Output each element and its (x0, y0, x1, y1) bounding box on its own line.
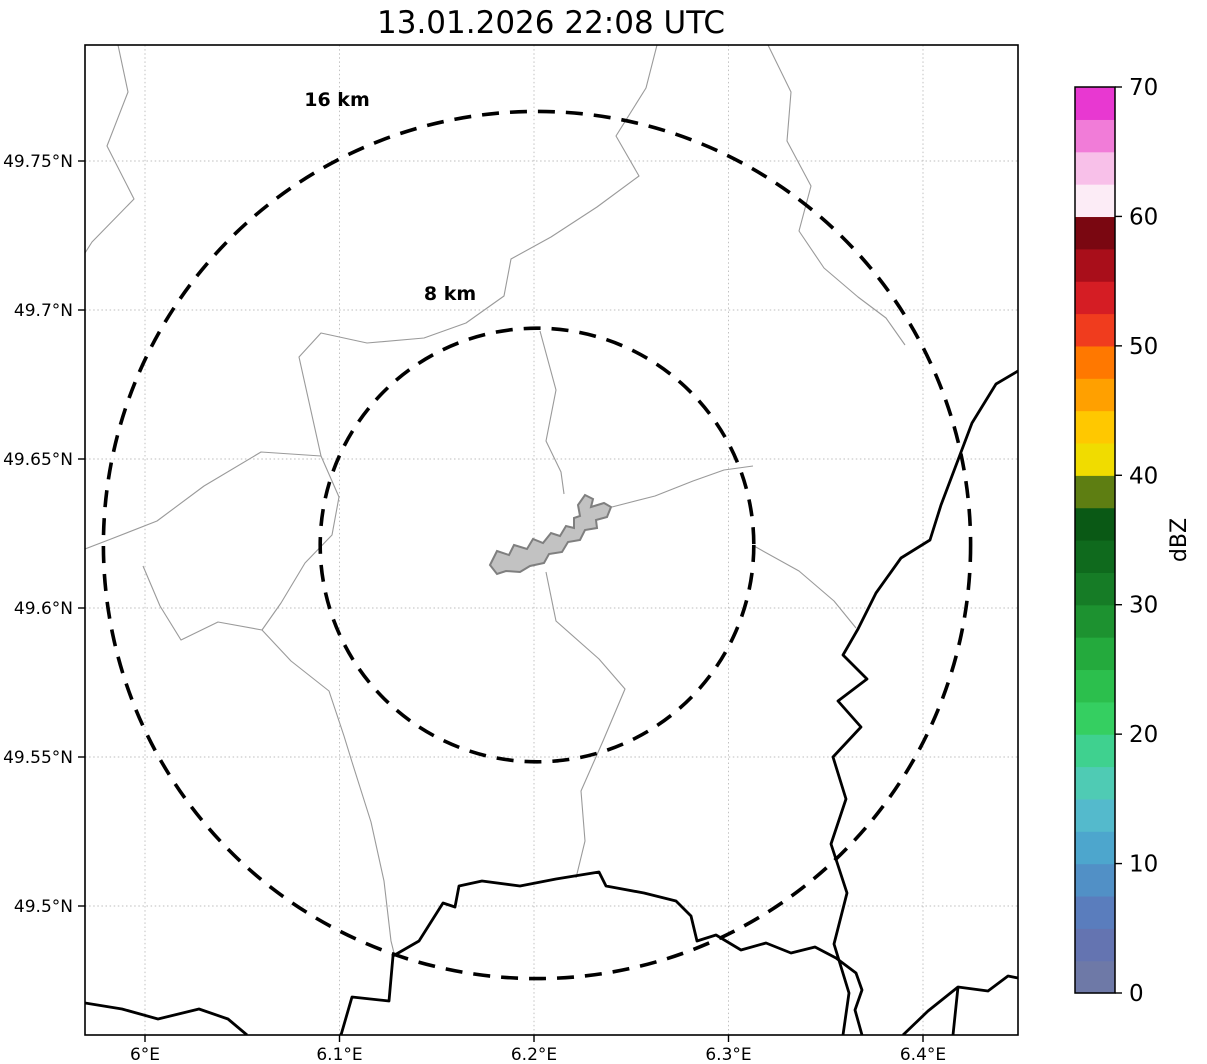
colorbar-tick-label: 70 (1129, 75, 1158, 101)
colorbar-segment (1075, 766, 1115, 800)
colorbar-segment (1075, 410, 1115, 444)
border-segment (85, 1001, 248, 1035)
colorbar-segment (1075, 248, 1115, 282)
colorbar-segment (1075, 831, 1115, 865)
range-ring-label: 8 km (424, 283, 476, 305)
plot-title: 13.01.2026 22:08 UTC (377, 5, 725, 41)
colorbar-tick-label: 50 (1129, 334, 1158, 360)
colorbar: 0 10 20 30 40 50 60 70 dBZ (1074, 75, 1192, 1007)
border-segment (951, 986, 960, 1035)
y-tick-label: 49.5°N (14, 897, 73, 917)
y-axis: 49.75°N 49.7°N 49.65°N 49.6°N 49.55°N 49.5°N (3, 152, 85, 917)
boundary-line (298, 45, 658, 457)
colorbar-segment (1075, 895, 1115, 929)
colorbar-tick-label: 10 (1129, 852, 1158, 878)
colorbar-segment (1075, 87, 1115, 120)
boundary-line (767, 45, 906, 346)
gridlines (85, 45, 1018, 1035)
colorbar-tick-label: 40 (1129, 463, 1158, 489)
city-outline (488, 493, 613, 576)
y-tick-label: 49.55°N (3, 748, 73, 768)
boundary-line (753, 545, 857, 629)
boundary-line (85, 45, 135, 254)
colorbar-segment (1075, 960, 1115, 994)
colorbar-segment (1075, 669, 1115, 703)
colorbar-segment (1075, 475, 1115, 509)
range-ring-labels: 16 km 8 km (304, 89, 476, 305)
boundary-line (611, 465, 754, 508)
x-tick-label: 6°E (130, 1045, 160, 1064)
x-tick-label: 6.2°E (511, 1045, 557, 1064)
colorbar-tick-label: 30 (1129, 593, 1158, 619)
colorbar-segment (1075, 216, 1115, 250)
admin-boundaries (85, 45, 906, 954)
colorbar-segment (1075, 119, 1115, 153)
colorbar-segment (1075, 701, 1115, 735)
boundary-line (539, 330, 565, 495)
x-axis: 6°E 6.1°E 6.2°E 6.3°E 6.4°E (130, 1035, 946, 1064)
colorbar-segment (1075, 184, 1115, 218)
x-tick-label: 6.4°E (900, 1045, 946, 1064)
colorbar-segment (1075, 637, 1115, 671)
y-tick-label: 49.65°N (3, 450, 73, 470)
map-frame (84, 44, 1019, 1036)
southern-border (339, 870, 864, 1035)
colorbar-segment (1075, 507, 1115, 541)
colorbar-segment (1075, 863, 1115, 897)
colorbar-tick-label: 0 (1129, 981, 1144, 1007)
colorbar-segment (1075, 734, 1115, 768)
range-ring-label: 16 km (304, 89, 370, 111)
boundary-line (261, 455, 353, 763)
range-ring (101, 109, 973, 981)
y-tick-label: 49.75°N (3, 152, 73, 172)
boundary-line (142, 565, 263, 641)
colorbar-tick-label: 20 (1129, 722, 1158, 748)
range-ring (318, 326, 756, 764)
x-tick-label: 6.1°E (316, 1045, 362, 1064)
colorbar-segment (1075, 798, 1115, 832)
map-layers (85, 45, 1018, 1035)
country-borders (85, 369, 1018, 1035)
colorbar-tick-label: 60 (1129, 204, 1158, 230)
boundary-line (85, 451, 322, 550)
boundary-line (351, 761, 395, 954)
colorbar-unit-label: dBZ (1167, 518, 1192, 562)
colorbar-segment (1075, 151, 1115, 185)
range-rings (101, 109, 973, 981)
colorbar-segment (1075, 313, 1115, 347)
colorbar-segment (1075, 540, 1115, 573)
eastern-river-border (829, 369, 1018, 1035)
colorbar-segment (1075, 281, 1115, 315)
colorbar-outline (1074, 86, 1116, 994)
colorbar-segment (1075, 345, 1115, 379)
colorbar-segment (1075, 604, 1115, 638)
colorbar-segment (1075, 442, 1115, 476)
colorbar-segment (1075, 928, 1115, 962)
border-segment (902, 974, 1018, 1035)
y-tick-label: 49.6°N (14, 599, 73, 619)
colorbar-segment (1075, 572, 1115, 606)
x-tick-label: 6.3°E (705, 1045, 751, 1064)
y-tick-label: 49.7°N (14, 301, 73, 321)
boundary-line (545, 571, 626, 879)
colorbar-segment (1075, 378, 1115, 412)
